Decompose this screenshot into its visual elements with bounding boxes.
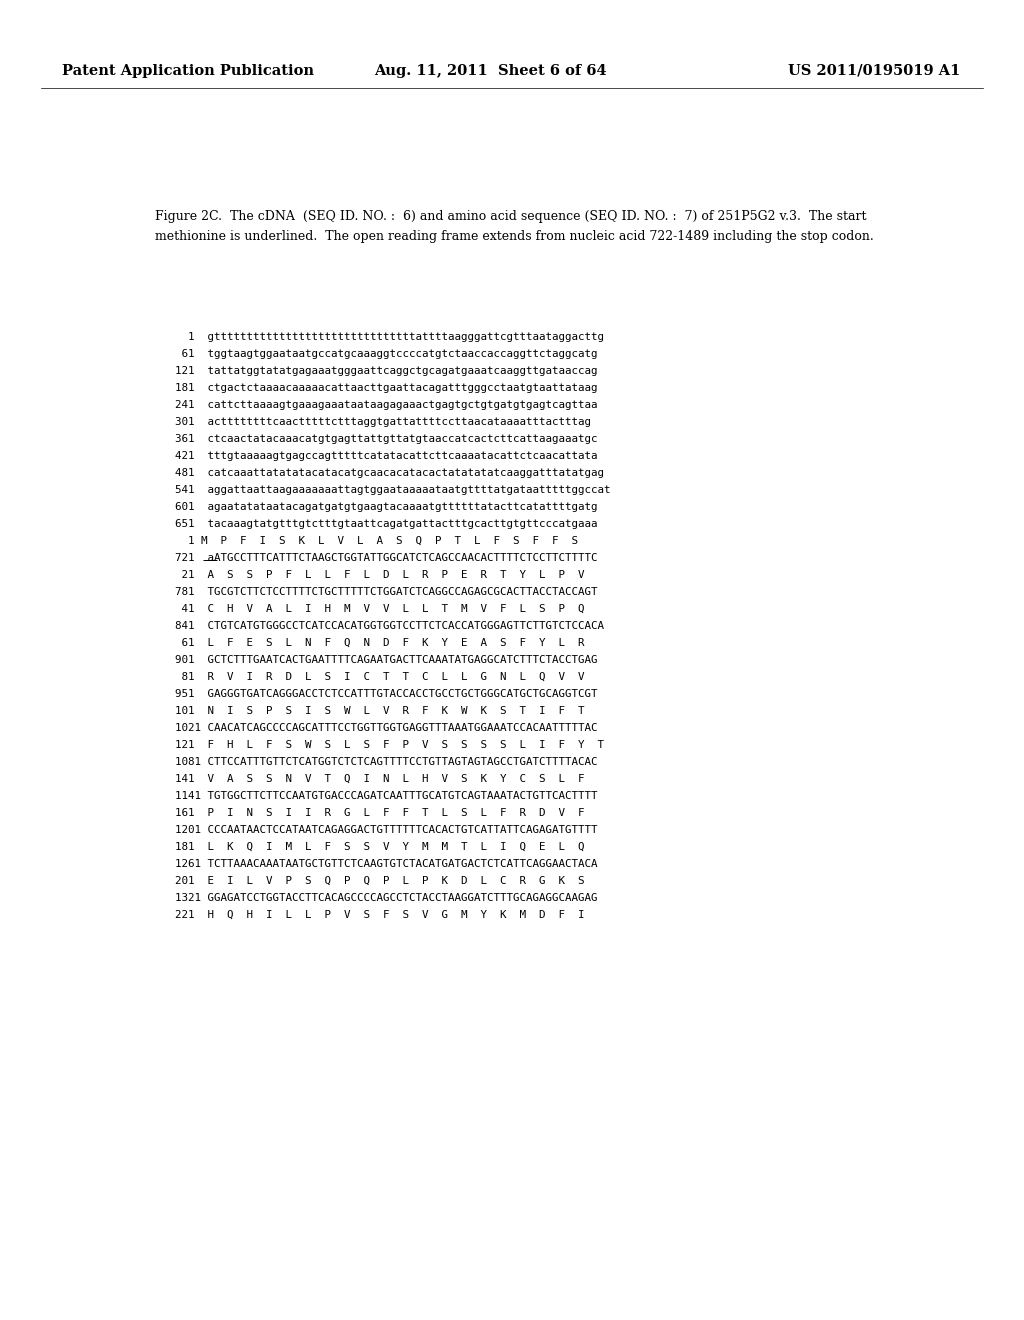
Text: US 2011/0195019 A1: US 2011/0195019 A1 <box>787 63 961 78</box>
Text: methionine is underlined.  The open reading frame extends from nucleic acid 722-: methionine is underlined. The open readi… <box>155 230 873 243</box>
Text: 361  ctcaactatacaaacatgtgagttattgttatgtaaccatcactcttcattaagaaatgc: 361 ctcaactatacaaacatgtgagttattgttatgtaa… <box>175 434 597 444</box>
Text: 951  GAGGGTGATCAGGGACCTCTCCATTTGTACCACCTGCCTGCTGGGCATGCTGCAGGTCGT: 951 GAGGGTGATCAGGGACCTCTCCATTTGTACCACCTG… <box>175 689 597 700</box>
Text: 601  agaatatataatacagatgatgtgaagtacaaaatgttttttatacttcatattttgatg: 601 agaatatataatacagatgatgtgaagtacaaaatg… <box>175 502 597 512</box>
Text: Figure 2C.  The cDNA  (SEQ ID. NO. :  6) and amino acid sequence (SEQ ID. NO. : : Figure 2C. The cDNA (SEQ ID. NO. : 6) an… <box>155 210 866 223</box>
Text: 1081 CTTCCATTTGTTCTCATGGTCTCTCAGTTTTCCTGTTAGTAGTAGCCTGATCTTTTACAC: 1081 CTTCCATTTGTTCTCATGGTCTCTCAGTTTTCCTG… <box>175 756 597 767</box>
Text: 101  N  I  S  P  S  I  S  W  L  V  R  F  K  W  K  S  T  I  F  T: 101 N I S P S I S W L V R F K W K S T I … <box>175 706 585 715</box>
Text: 301  acttttttttcaactttttctttaggtgattattttccttaacataaaatttactttag: 301 acttttttttcaactttttctttaggtgattatttt… <box>175 417 591 426</box>
Text: 1201 CCCAATAACTCCATAATCAGAGGACTGTTTTTTCACACTGTCATTATTCAGAGATGTTTT: 1201 CCCAATAACTCCATAATCAGAGGACTGTTTTTTCA… <box>175 825 597 836</box>
Text: Aug. 11, 2011  Sheet 6 of 64: Aug. 11, 2011 Sheet 6 of 64 <box>374 63 606 78</box>
Text: 121  F  H  L  F  S  W  S  L  S  F  P  V  S  S  S  S  L  I  F  Y  T: 121 F H L F S W S L S F P V S S S S L I … <box>175 741 604 750</box>
Text: 781  TGCGTCTTCTCCTTTTCTGCTTTTTCTGGATCTCAGGCCAGAGCGCACTTACCTACCAGT: 781 TGCGTCTTCTCCTTTTCTGCTTTTTCTGGATCTCAG… <box>175 587 597 597</box>
Text: 81  R  V  I  R  D  L  S  I  C  T  T  C  L  L  G  N  L  Q  V  V: 81 R V I R D L S I C T T C L L G N L Q V… <box>175 672 585 682</box>
Text: 541  aggattaattaagaaaaaaattagtggaataaaaataatgttttatgataatttttggccat: 541 aggattaattaagaaaaaaattagtggaataaaaat… <box>175 484 610 495</box>
Text: 181  L  K  Q  I  M  L  F  S  S  V  Y  M  M  T  L  I  Q  E  L  Q: 181 L K Q I M L F S S V Y M M T L I Q E … <box>175 842 585 851</box>
Text: 201  E  I  L  V  P  S  Q  P  Q  P  L  P  K  D  L  C  R  G  K  S: 201 E I L V P S Q P Q P L P K D L C R G … <box>175 876 585 886</box>
Text: 1321 GGAGATCCTGGTACCTTCACAGCCCCAGCCTCTACCTAAGGATCTTTGCAGAGGCAAGAG: 1321 GGAGATCCTGGTACCTTCACAGCCCCAGCCTCTAC… <box>175 894 597 903</box>
Text: 61  tggtaagtggaataatgccatgcaaaggtccccatgtctaaccaccaggttctaggcatg: 61 tggtaagtggaataatgccatgcaaaggtccccatgt… <box>175 348 597 359</box>
Text: 61  L  F  E  S  L  N  F  Q  N  D  F  K  Y  E  A  S  F  Y  L  R: 61 L F E S L N F Q N D F K Y E A S F Y L… <box>175 638 585 648</box>
Text: 481  catcaaattatatatacatacatgcaacacatacactatatatatcaaggatttatatgag: 481 catcaaattatatatacatacatgcaacacatacac… <box>175 469 604 478</box>
Text: 141  V  A  S  S  N  V  T  Q  I  N  L  H  V  S  K  Y  C  S  L  F: 141 V A S S N V T Q I N L H V S K Y C S … <box>175 774 585 784</box>
Text: 181  ctgactctaaaacaaaaacattaacttgaattacagatttgggcctaatgtaattataag: 181 ctgactctaaaacaaaaacattaacttgaattacag… <box>175 383 597 393</box>
Text: 21  A  S  S  P  F  L  L  F  L  D  L  R  P  E  R  T  Y  L  P  V: 21 A S S P F L L F L D L R P E R T Y L P… <box>175 570 585 579</box>
Text: 241  cattcttaaaagtgaaagaaataataagagaaactgagtgctgtgatgtgagtcagttaa: 241 cattcttaaaagtgaaagaaataataagagaaactg… <box>175 400 597 411</box>
Text: 1  gtttttttttttttttttttttttttttttttattttaagggattcgtttaataggacttg: 1 gtttttttttttttttttttttttttttttttatttta… <box>175 333 604 342</box>
Text: 721  aATGCCTTTCATTTCTAAGCTGGTATTGGCATCTCAGCCAACACTTTTCTCCTTCTTTTC: 721 aATGCCTTTCATTTCTAAGCTGGTATTGGCATCTCA… <box>175 553 597 564</box>
Text: 121  tattatggtatatgagaaatgggaattcaggctgcagatgaaatcaaggttgataaccag: 121 tattatggtatatgagaaatgggaattcaggctgca… <box>175 366 597 376</box>
Text: Patent Application Publication: Patent Application Publication <box>62 63 314 78</box>
Text: 841  CTGTCATGTGGGCCTCATCCACATGGTGGTCCTTCTCACCATGGGAGTTCTTGTCTCCACA: 841 CTGTCATGTGGGCCTCATCCACATGGTGGTCCTTCT… <box>175 620 604 631</box>
Text: 41  C  H  V  A  L  I  H  M  V  V  L  L  T  M  V  F  L  S  P  Q: 41 C H V A L I H M V V L L T M V F L S P… <box>175 605 585 614</box>
Text: 651  tacaaagtatgtttgtctttgtaattcagatgattactttgcacttgtgttcccatgaaa: 651 tacaaagtatgtttgtctttgtaattcagatgatta… <box>175 519 597 529</box>
Text: 221  H  Q  H  I  L  L  P  V  S  F  S  V  G  M  Y  K  M  D  F  I: 221 H Q H I L L P V S F S V G M Y K M D … <box>175 909 585 920</box>
Text: 1 M  P  F  I  S  K  L  V  L  A  S  Q  P  T  L  F  S  F  F  S: 1 M P F I S K L V L A S Q P T L F S F F … <box>175 536 578 546</box>
Text: 1261 TCTTAAACAAATAATGCTGTTCTCAAGTGTCTACATGATGACTCTCATTCAGGAACTACA: 1261 TCTTAAACAAATAATGCTGTTCTCAAGTGTCTACA… <box>175 859 597 869</box>
Text: 161  P  I  N  S  I  I  R  G  L  F  F  T  L  S  L  F  R  D  V  F: 161 P I N S I I R G L F F T L S L F R D … <box>175 808 585 818</box>
Text: 1141 TGTGGCTTCTTCCAATGTGACCCAGATCAATTTGCATGTCAGTAAATACTGTTCACTTTT: 1141 TGTGGCTTCTTCCAATGTGACCCAGATCAATTTGC… <box>175 791 597 801</box>
Text: 1021 CAACATCAGCCCCAGCATTTCCTGGTTGGTGAGGTTTAAATGGAAATCCACAATTTTTAC: 1021 CAACATCAGCCCCAGCATTTCCTGGTTGGTGAGGT… <box>175 723 597 733</box>
Text: 901  GCTCTTTGAATCACTGAATTTTCAGAATGACTTCAAATATGAGGCATCTTTCTACCTGAG: 901 GCTCTTTGAATCACTGAATTTTCAGAATGACTTCAA… <box>175 655 597 665</box>
Text: 421  tttgtaaaaagtgagccagtttttcatatacattcttcaaaatacattctcaacattata: 421 tttgtaaaaagtgagccagtttttcatatacattct… <box>175 451 597 461</box>
